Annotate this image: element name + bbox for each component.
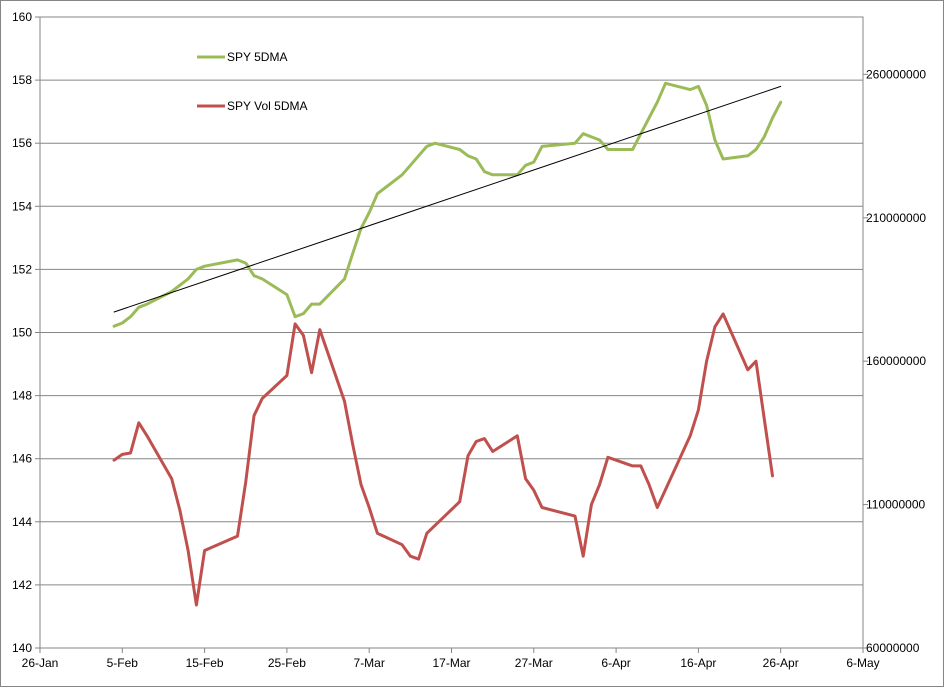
right-axis-tick-label: 260000000 (866, 67, 926, 81)
series-lines (112, 81, 783, 607)
right-axis-tick-label: 210000000 (866, 211, 926, 225)
right-axis-tick-label: 60000000 (866, 641, 920, 655)
left-axis-tick-label: 146 (12, 452, 32, 466)
x-axis-tick-label: 6-Apr (601, 656, 630, 670)
left-axis-tick-label: 150 (12, 326, 32, 340)
x-axis-tick-label: 16-Apr (680, 656, 716, 670)
x-axis-tick-label: 25-Feb (268, 656, 306, 670)
x-axis-tick-label: 17-Mar (432, 656, 470, 670)
series-line-2 (112, 312, 774, 607)
trendline (113, 85, 782, 313)
x-axis-tick-label: 26-Apr (763, 656, 799, 670)
x-axis-tick-label: 27-Mar (515, 656, 553, 670)
right-axis-tick-label: 160000000 (866, 354, 926, 368)
legend-label: SPY Vol 5DMA (227, 99, 307, 113)
x-axis-tick-label: 7-Mar (354, 656, 385, 670)
left-axis-tick-label: 160 (12, 10, 32, 24)
left-axis-tick-label: 154 (12, 199, 32, 213)
left-axis-tick-label: 144 (12, 515, 32, 529)
legend: SPY 5DMA SPY Vol 5DMA (197, 50, 307, 113)
axes (35, 16, 868, 653)
left-axis-tick-label: 142 (12, 578, 32, 592)
left-axis-tick-label: 158 (12, 73, 32, 87)
x-axis-tick-label: 5-Feb (107, 656, 139, 670)
right-axis-tick-label: 110000000 (866, 498, 926, 512)
series-line-1 (112, 81, 783, 328)
gridlines (40, 79, 863, 586)
left-axis-tick-label: 156 (12, 136, 32, 150)
right-axis-tick-labels: 60000000 110000000 160000000 210000000 26000… (866, 67, 926, 655)
left-axis-tick-label: 148 (12, 389, 32, 403)
x-axis-tick-label: 26-Jan (22, 656, 59, 670)
x-axis-tick-label: 15-Feb (186, 656, 224, 670)
left-axis-tick-labels: 140 142 144 146 148 150 152 154 156 158 160 (12, 10, 32, 655)
legend-label: SPY 5DMA (227, 50, 287, 64)
left-axis-tick-label: 140 (12, 641, 32, 655)
x-axis-tick-label: 6-May (846, 656, 879, 670)
x-axis-tick-labels: 26-Jan 5-Feb 15-Feb 25-Feb 7-Mar 17-Mar 27-Mar… (22, 656, 880, 670)
left-axis-tick-label: 152 (12, 262, 32, 276)
